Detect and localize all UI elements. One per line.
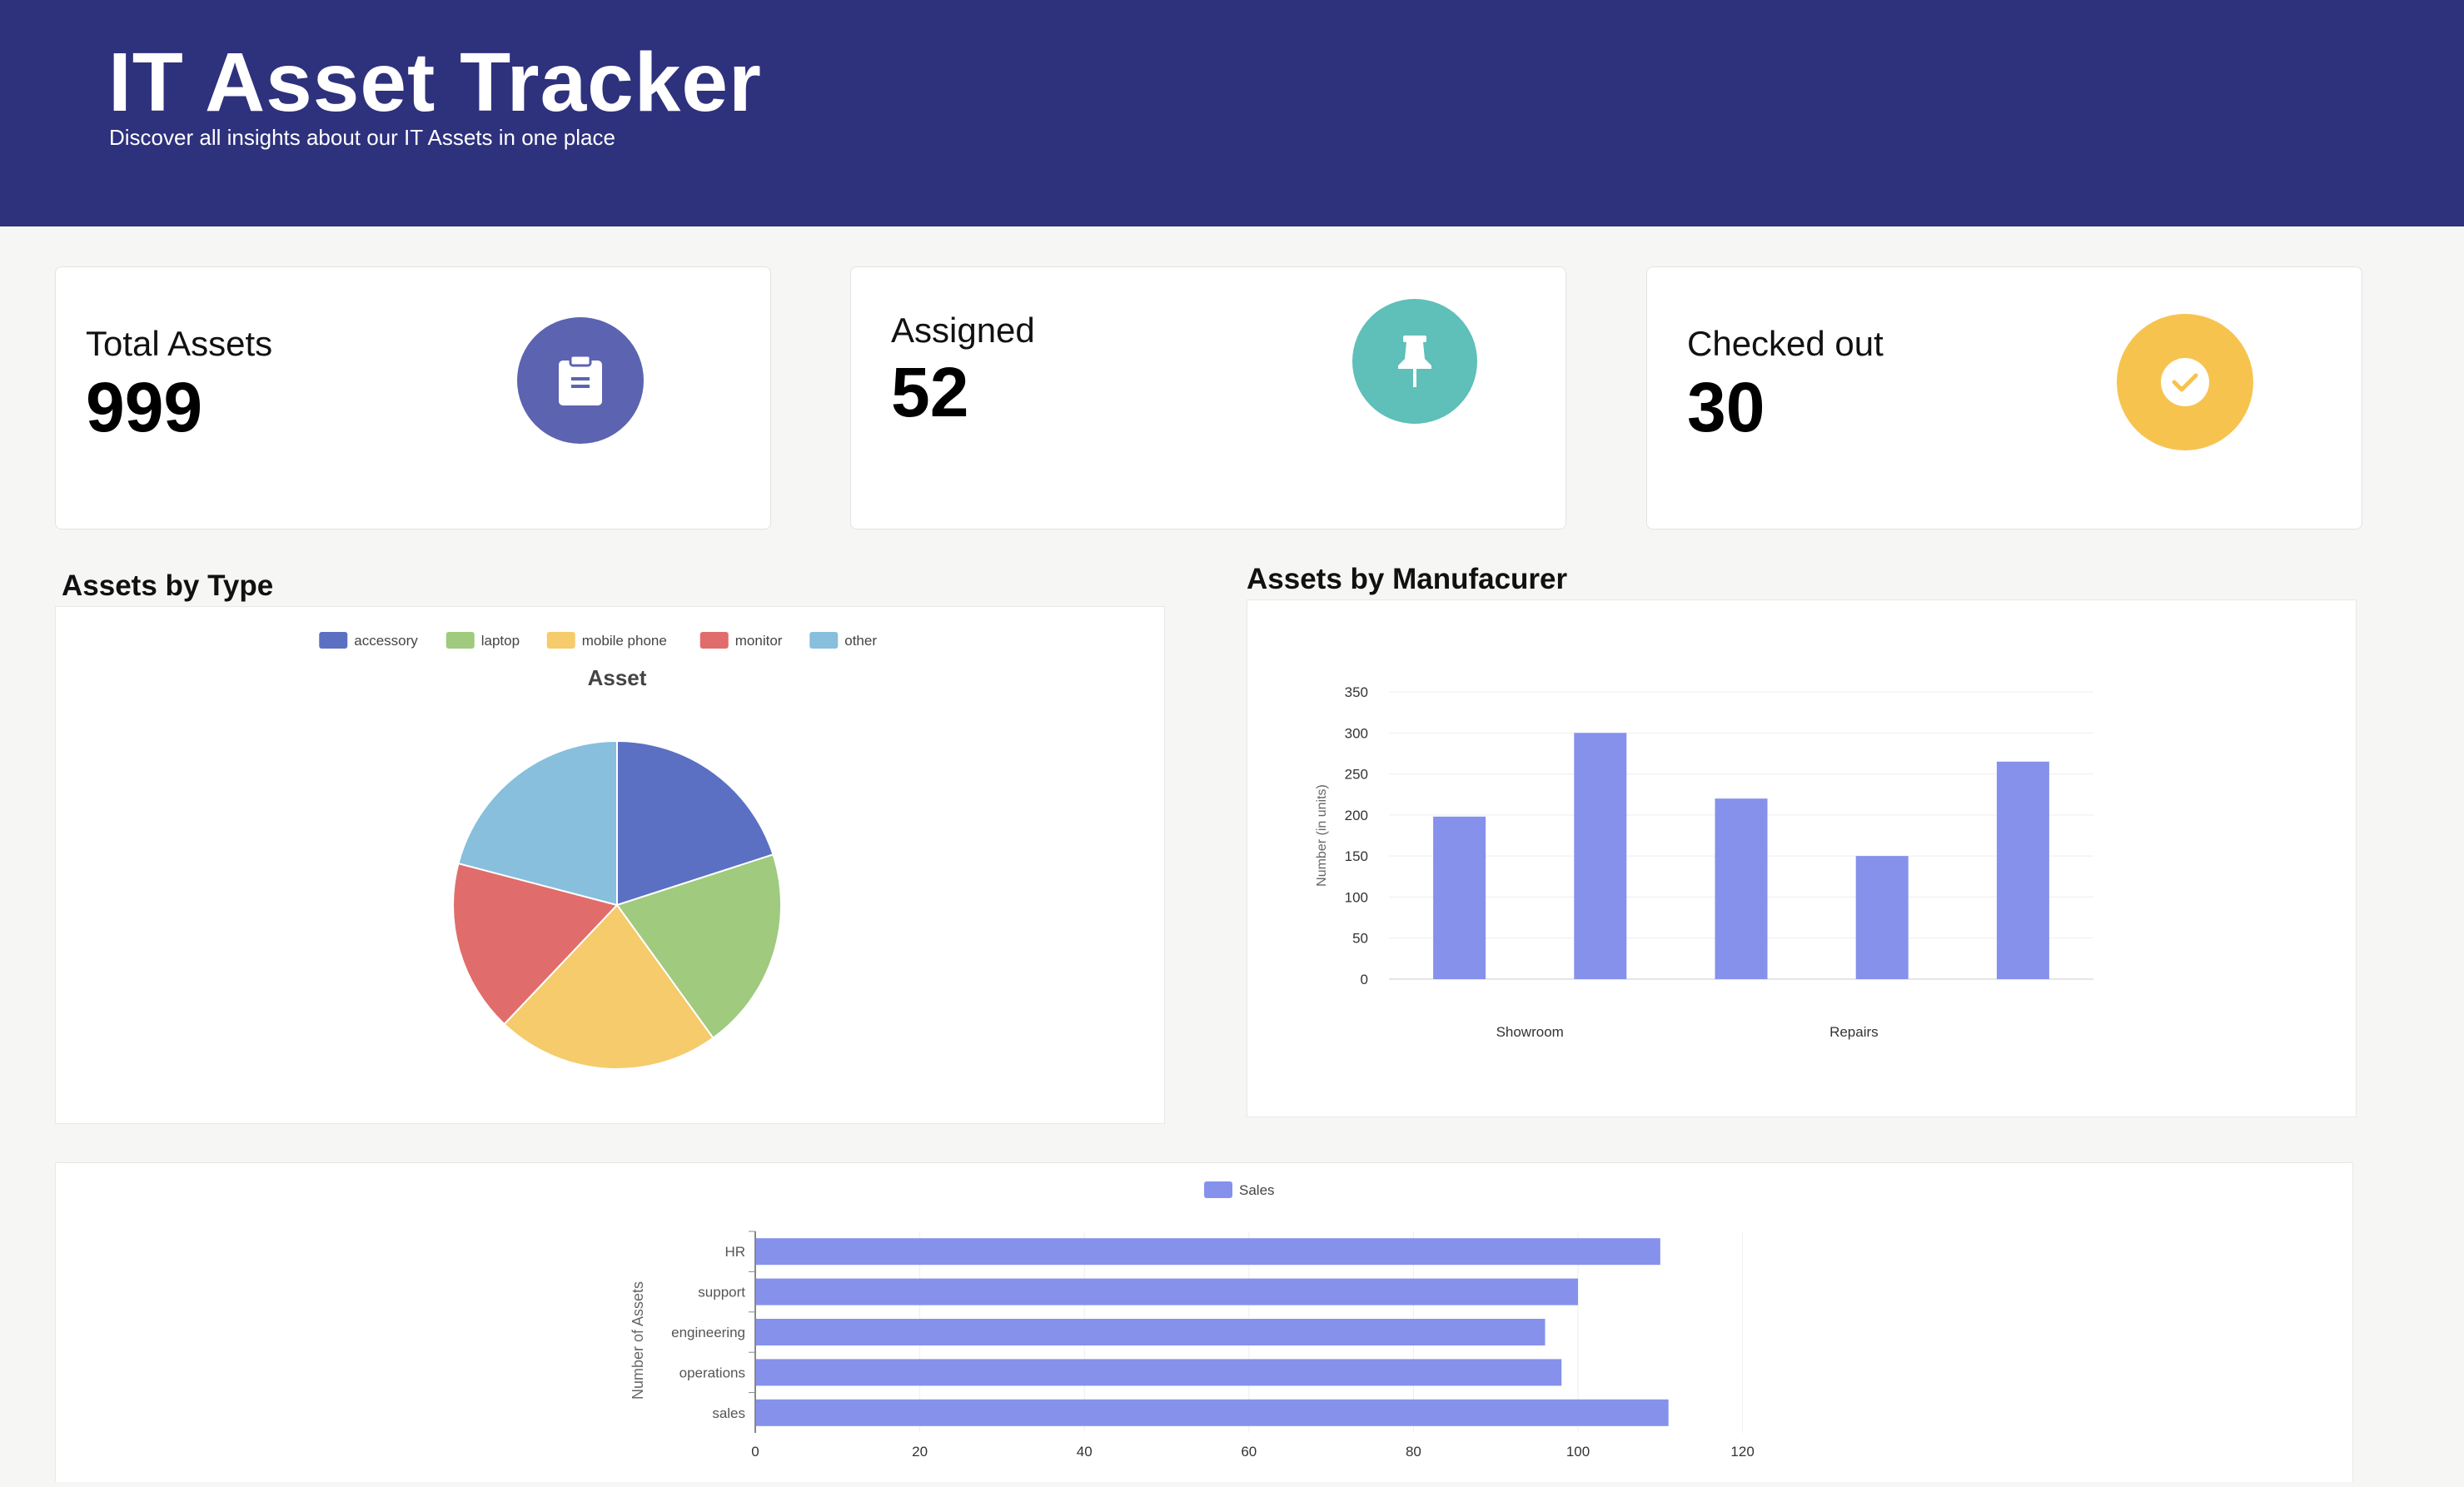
legend-swatch[interactable] [1204,1181,1232,1198]
y-tick-label: 100 [1345,889,1368,905]
bar[interactable] [1855,856,1909,979]
y-tick-label: engineering [671,1325,745,1340]
legend-label[interactable]: laptop [481,633,520,649]
page-subtitle: Discover all insights about our IT Asset… [109,125,615,150]
bar[interactable] [756,1399,1669,1426]
y-tick-label: 200 [1345,808,1368,823]
y-tick-label: 250 [1345,767,1368,783]
pie-chart-panel: accessory laptop mobile phone monitor other A… [55,606,1165,1124]
y-tick-label: sales [712,1405,745,1421]
y-tick-label: 0 [1361,972,1368,987]
x-tick-label: 80 [1406,1444,1421,1460]
legend-swatch[interactable] [546,632,575,649]
legend-label[interactable]: mobile phone [582,633,667,649]
bar[interactable] [756,1238,1660,1266]
x-tick-label: 60 [1241,1444,1257,1460]
pie-slice-other[interactable] [457,739,618,907]
stat-value: 52 [891,353,969,431]
stat-card-checked-out: Checked out 30 [1646,266,2362,530]
bar[interactable] [756,1359,1562,1386]
bar[interactable] [1715,798,1768,979]
bar[interactable] [756,1278,1578,1305]
stat-card-total-assets: Total Assets 999 [55,266,771,530]
x-tick-label: 20 [912,1444,928,1460]
stat-label: Checked out [1687,324,1884,363]
legend-label[interactable]: monitor [735,633,783,649]
legend-swatch[interactable] [809,632,839,649]
bar[interactable] [1996,761,2049,979]
bar-chart-panel: 0 50 100 150 200 250 300 350 Number (in units) Sh… [1247,599,2357,1117]
bar[interactable] [756,1319,1546,1345]
legend-label[interactable]: Sales [1239,1182,1275,1198]
stat-label: Total Assets [86,324,273,363]
legend-label[interactable]: other [844,633,877,649]
x-tick-label: Showroom [1496,1024,1564,1040]
clipboard-icon [517,317,644,444]
y-tick-label: HR [724,1244,745,1260]
pushpin-icon [1352,299,1477,424]
x-tick-label: 40 [1077,1444,1093,1460]
hbar-chart-panel: Sales 0 20 40 60 80 100 120 Number of Assets HR su… [55,1162,2353,1482]
y-tick-label: operations [679,1365,745,1380]
bar[interactable] [1574,733,1627,979]
legend-swatch[interactable] [699,632,729,649]
y-tick-label: 350 [1345,684,1368,700]
y-axis-label: Number (in units) [1315,784,1329,887]
bar-chart: 0 50 100 150 200 250 300 350 Number (in units) Sh… [1315,684,2093,1040]
x-tick-label: Repairs [1829,1024,1879,1040]
horizontal-bar-chart: Sales 0 20 40 60 80 100 120 Number of Assets HR su… [630,1181,1755,1460]
section-title-assets-by-type: Assets by Type [62,569,274,602]
y-tick-label: 300 [1345,725,1368,741]
y-tick-label: 50 [1352,931,1368,947]
bar[interactable] [1433,816,1486,979]
x-tick-label: 100 [1566,1444,1590,1460]
y-tick-label: 150 [1345,848,1368,864]
pie-slice-accessory[interactable] [616,739,774,907]
y-axis-label: Number of Assets [630,1281,646,1400]
x-tick-label: 0 [751,1444,759,1460]
stat-value: 30 [1687,368,1765,446]
stat-label: Assigned [891,311,1035,350]
page-header: IT Asset Tracker Discover all insights a… [0,0,2464,226]
pie-slice-mobile-phone[interactable] [503,903,714,1070]
legend-label[interactable]: accessory [354,633,418,649]
y-tick-label: support [698,1285,745,1301]
pie-chart: accessory laptop mobile phone monitor other A… [319,632,877,1070]
legend-swatch[interactable] [319,632,348,649]
stat-value: 999 [86,368,203,446]
pie-slice-monitor[interactable] [452,862,619,1026]
pie-slice-laptop[interactable] [615,853,782,1040]
legend-swatch[interactable] [446,632,475,649]
x-tick-label: 120 [1730,1444,1754,1460]
check-circle-icon [2117,314,2253,450]
chart-title: Asset [588,665,647,690]
page-title: IT Asset Tracker [108,36,762,129]
stat-card-assigned: Assigned 52 [850,266,1566,530]
section-title-assets-by-manufacturer: Assets by Manufacurer [1247,563,1568,595]
